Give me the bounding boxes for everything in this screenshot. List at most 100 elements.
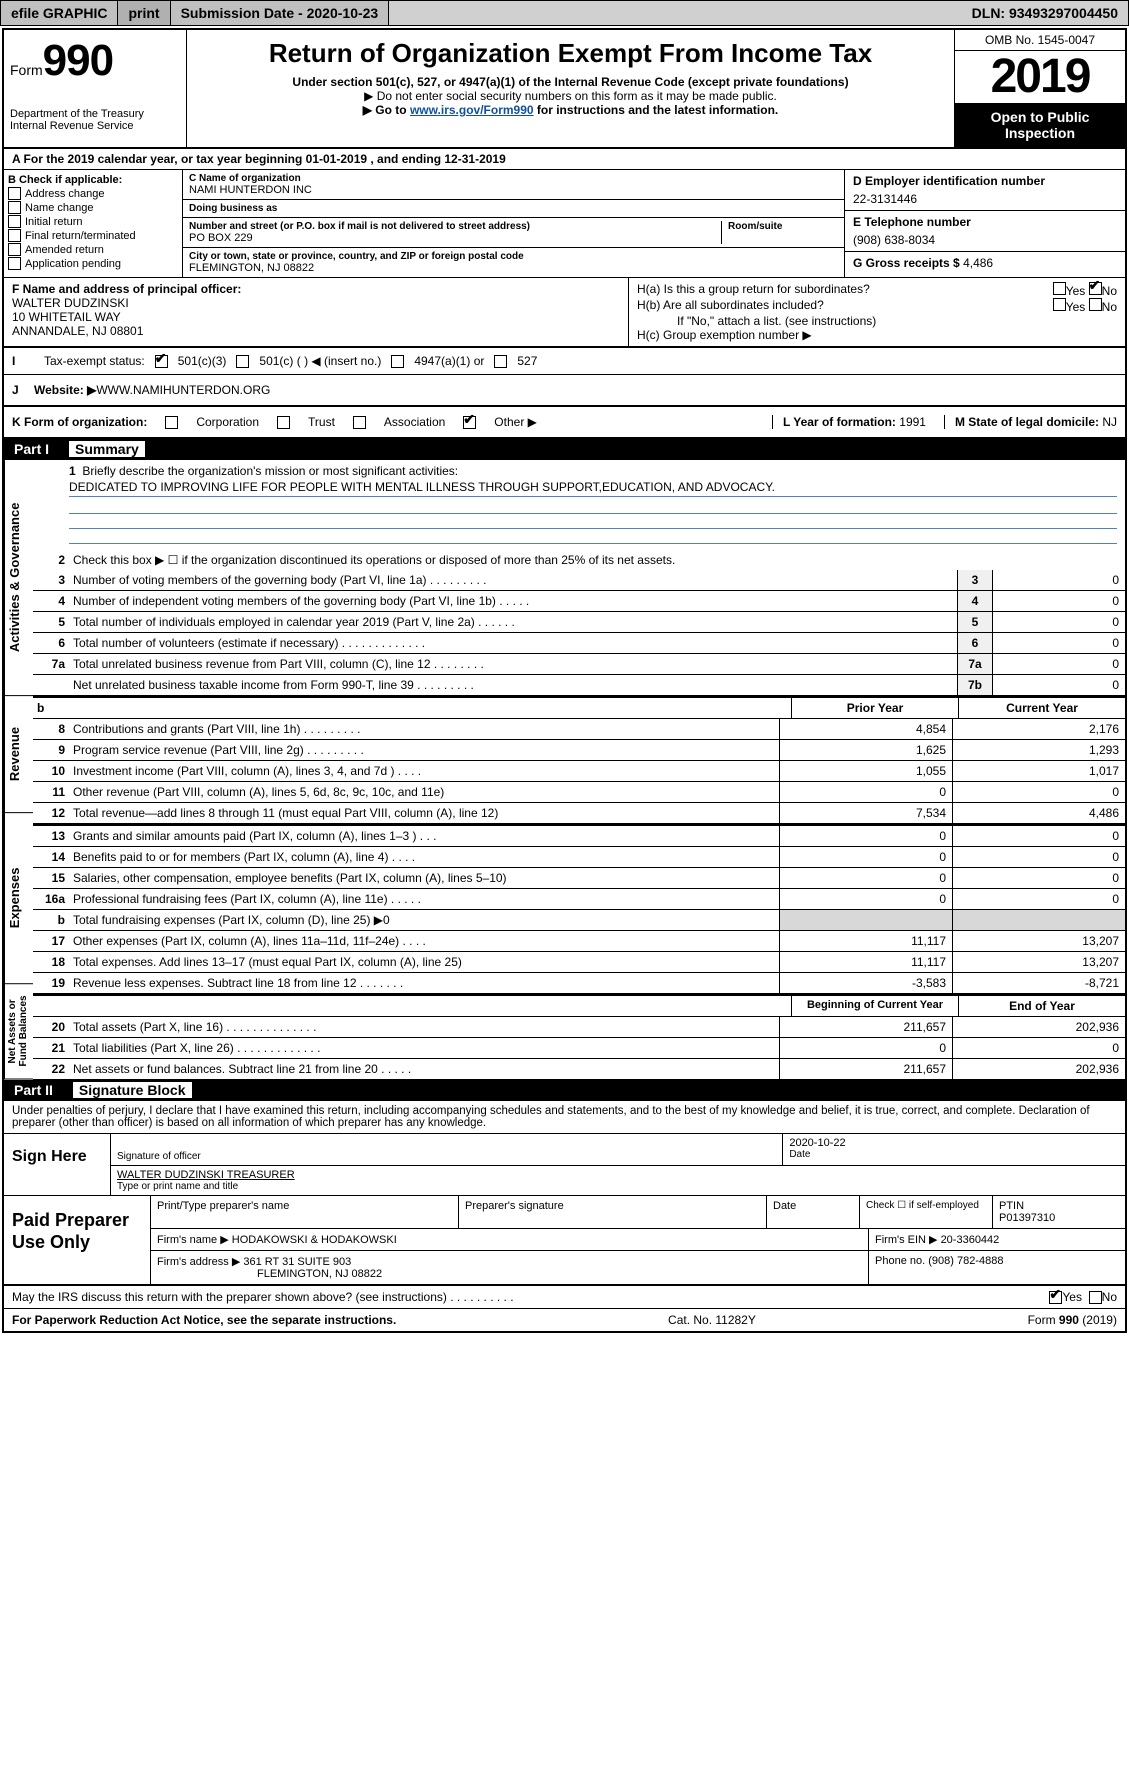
line-18: 18Total expenses. Add lines 13–17 (must …	[33, 952, 1125, 973]
mission-text: DEDICATED TO IMPROVING LIFE FOR PEOPLE W…	[69, 478, 1117, 497]
line-15: 15Salaries, other compensation, employee…	[33, 868, 1125, 889]
checkbox-final-return[interactable]	[8, 229, 21, 242]
signature-area: Under penalties of perjury, I declare th…	[4, 1101, 1125, 1331]
ptin: P01397310	[999, 1212, 1119, 1224]
print-button[interactable]: print	[118, 1, 170, 25]
line-3: 3Number of voting members of the governi…	[33, 570, 1125, 591]
firm-ein: 20-3360442	[941, 1234, 1000, 1246]
tax-exempt-label: Tax-exempt status:	[44, 354, 145, 368]
name-label: C Name of organization	[189, 173, 838, 184]
subtitle-3: ▶ Go to www.irs.gov/Form990 for instruct…	[197, 103, 944, 117]
block-b: B Check if applicable: Address change Na…	[4, 170, 183, 277]
vtab-governance: Activities & Governance	[4, 460, 33, 696]
officer-addr2: ANNANDALE, NJ 08801	[12, 324, 620, 338]
checkbox-amended[interactable]	[8, 243, 21, 256]
chk-527[interactable]	[494, 355, 507, 368]
hb-note: If "No," attach a list. (see instruction…	[637, 314, 1117, 328]
line-a: A For the 2019 calendar year, or tax yea…	[4, 149, 1125, 170]
officer-label: F Name and address of principal officer:	[12, 282, 620, 296]
street-address: PO BOX 229	[189, 232, 721, 244]
ha-label: H(a) Is this a group return for subordin…	[637, 282, 870, 298]
chk-corp[interactable]	[165, 416, 178, 429]
block-b-label: B Check if applicable:	[8, 174, 178, 186]
chk-4947[interactable]	[391, 355, 404, 368]
chk-501c[interactable]	[236, 355, 249, 368]
firm-addr2: FLEMINGTON, NJ 08822	[157, 1268, 862, 1280]
block-deg: D Employer identification number 22-3131…	[844, 170, 1125, 277]
line-j: J Website: ▶ WWW.NAMIHUNTERDON.ORG	[4, 375, 1125, 407]
omb-number: OMB No. 1545-0047	[955, 30, 1125, 51]
subtitle-2: ▶ Do not enter social security numbers o…	[197, 89, 944, 103]
line-i: I Tax-exempt status: 501(c)(3) 501(c) ( …	[4, 347, 1125, 375]
dept-treasury: Department of the Treasury	[10, 108, 180, 120]
line-b: bTotal fundraising expenses (Part IX, co…	[33, 910, 1125, 931]
line-7a: 7aTotal unrelated business revenue from …	[33, 654, 1125, 675]
discuss-row: May the IRS discuss this return with the…	[4, 1286, 1125, 1309]
sign-date: 2020-10-22	[789, 1137, 1119, 1149]
discuss-no[interactable]	[1089, 1291, 1102, 1304]
checkbox-address-change[interactable]	[8, 187, 21, 200]
chk-other[interactable]	[463, 416, 476, 429]
paid-preparer-label: Paid Preparer Use Only	[4, 1196, 151, 1284]
website-value: WWW.NAMIHUNTERDON.ORG	[96, 383, 270, 397]
line-19: 19Revenue less expenses. Subtract line 1…	[33, 973, 1125, 994]
discuss-yes[interactable]	[1049, 1291, 1062, 1304]
blank-line	[69, 529, 1117, 544]
boy-header: Beginning of Current Year	[791, 996, 958, 1016]
blocks-b-c-deg: B Check if applicable: Address change Na…	[4, 170, 1125, 278]
ha-no[interactable]	[1089, 282, 1102, 295]
year-formation: 1991	[899, 415, 926, 429]
line-6: 6Total number of volunteers (estimate if…	[33, 633, 1125, 654]
line-11: 11Other revenue (Part VIII, column (A), …	[33, 782, 1125, 803]
gross-receipts-value: 4,486	[963, 256, 993, 270]
firm-addr1: 361 RT 31 SUITE 903	[243, 1256, 351, 1268]
line-5: 5Total number of individuals employed in…	[33, 612, 1125, 633]
sign-here-row: Sign Here Signature of officer 2020-10-2…	[4, 1134, 1125, 1196]
current-year-header: Current Year	[958, 698, 1125, 718]
irs-link[interactable]: www.irs.gov/Form990	[410, 103, 534, 117]
toolbar-spacer	[389, 9, 961, 17]
phone-label: E Telephone number	[853, 215, 1117, 229]
line-12: 12Total revenue—add lines 8 through 11 (…	[33, 803, 1125, 824]
col-headers-2: Beginning of Current Year End of Year	[33, 994, 1125, 1017]
hc-label: H(c) Group exemption number ▶	[637, 328, 1117, 342]
perjury-text: Under penalties of perjury, I declare th…	[4, 1101, 1125, 1134]
chk-501c3[interactable]	[155, 355, 168, 368]
submission-date: Submission Date - 2020-10-23	[171, 1, 390, 25]
checkbox-app-pending[interactable]	[8, 257, 21, 270]
state-domicile: NJ	[1102, 415, 1117, 429]
chk-trust[interactable]	[277, 416, 290, 429]
hb-yes[interactable]	[1053, 298, 1066, 311]
header-right: OMB No. 1545-0047 2019 Open to Public In…	[954, 30, 1125, 147]
chk-assoc[interactable]	[353, 416, 366, 429]
org-name: NAMI HUNTERDON INC	[189, 184, 838, 196]
line-13: 13Grants and similar amounts paid (Part …	[33, 826, 1125, 847]
form-990: Form990 Department of the Treasury Inter…	[2, 28, 1127, 1333]
summary-body: Activities & Governance Revenue Expenses…	[4, 460, 1125, 1080]
blank-line	[69, 499, 1117, 514]
line-14: 14Benefits paid to or for members (Part …	[33, 847, 1125, 868]
q1: 1 Briefly describe the organization's mi…	[33, 460, 1125, 499]
ha-yes[interactable]	[1053, 282, 1066, 295]
vtab-netassets: Net Assets or Fund Balances	[4, 984, 33, 1080]
open-public-badge: Open to Public Inspection	[955, 103, 1125, 147]
prior-year-header: Prior Year	[791, 698, 958, 718]
block-f-h: F Name and address of principal officer:…	[4, 278, 1125, 347]
checkbox-name-change[interactable]	[8, 201, 21, 214]
officer-name-title: WALTER DUDZINSKI TREASURER	[117, 1169, 1119, 1181]
city-state-zip: FLEMINGTON, NJ 08822	[189, 262, 838, 274]
irs-label: Internal Revenue Service	[10, 120, 180, 132]
eoy-header: End of Year	[958, 996, 1125, 1016]
toolbar: efile GRAPHIC print Submission Date - 20…	[0, 0, 1129, 26]
ein-label: D Employer identification number	[853, 174, 1117, 188]
form-label: Form	[10, 62, 43, 78]
room-label: Room/suite	[728, 221, 838, 232]
line-21: 21Total liabilities (Part X, line 26) . …	[33, 1038, 1125, 1059]
dln: DLN: 93493297004450	[962, 1, 1128, 25]
footer-mid: Cat. No. 11282Y	[668, 1313, 756, 1327]
hb-no[interactable]	[1089, 298, 1102, 311]
form-title: Return of Organization Exempt From Incom…	[197, 38, 944, 69]
addr-label: Number and street (or P.O. box if mail i…	[189, 221, 721, 232]
sign-here-label: Sign Here	[4, 1134, 111, 1195]
checkbox-initial-return[interactable]	[8, 215, 21, 228]
